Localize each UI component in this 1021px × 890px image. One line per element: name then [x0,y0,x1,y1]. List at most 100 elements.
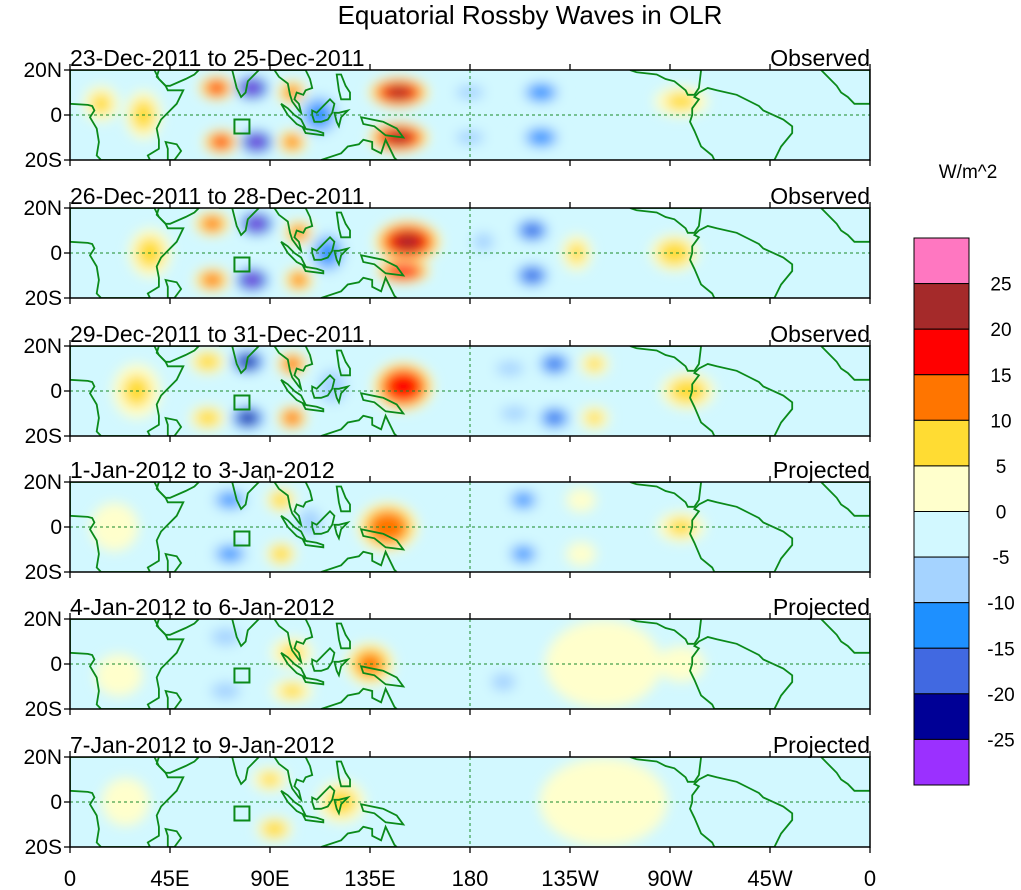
colorbar-label: -15 [987,639,1014,660]
anomaly-contour [386,372,421,401]
coastline [629,70,703,96]
y-tick-label: 0 [50,380,62,403]
x-tick-label: 0 [864,866,876,890]
panel-period: 7-Jan-2012 to 9-Jan-2012 [70,732,335,758]
anomaly-contour [523,224,542,237]
colorbar-label: 10 [990,411,1011,432]
coastline [218,346,261,375]
panel-2: 20N 0 20S 26-Dec-2011 to 28-Dec-2011 Observe… [23,183,871,310]
coastline [819,70,870,105]
coastline [280,790,308,818]
anomaly-contour [566,541,597,567]
anomaly-contour [528,85,554,100]
anomaly-contour [665,92,697,111]
anomaly-contour [270,545,292,563]
colorbar-bin [913,511,970,558]
y-tick-label: 20N [23,335,62,358]
colorbar-label: -25 [987,730,1014,751]
colorbar-bin [913,237,970,285]
x-tick-label: 135W [541,866,599,890]
coastline [819,208,870,243]
coastline [311,98,336,123]
coastline [320,686,399,709]
coastline [311,647,336,672]
island-outline [233,805,251,822]
anomaly-contour [298,508,322,537]
anomaly-contour [201,216,223,231]
coastline [333,520,351,541]
anomaly-contour [210,628,241,646]
coastline [218,70,261,99]
y-tick-label: 20S [25,149,62,172]
coastline [280,515,308,543]
anomaly-contour [585,410,604,426]
anomaly-contour [456,85,484,100]
anomaly-contour [547,413,562,423]
coastline [333,108,351,129]
coastline [320,413,399,436]
coastline [164,689,183,709]
coastline [270,619,314,665]
anomaly-contour [496,361,524,376]
coastline [689,636,794,709]
coastlines [70,346,870,436]
panel-kind: Observed [770,183,870,209]
coastline [270,208,314,254]
coastline [155,619,201,636]
anomaly-contour [219,547,241,561]
coastlines [70,208,870,298]
anomaly-contour [283,410,302,426]
anomaly-contour [250,219,264,229]
coastline [301,814,325,824]
colorbar-bin [913,738,970,786]
island-outline [233,118,251,135]
colorbar-bin [913,419,970,467]
coastline [155,757,201,774]
anomaly-contour [261,820,287,838]
coastline [689,363,794,436]
coastline [629,346,703,372]
coastlines [70,70,870,160]
anomaly-contour [209,83,224,93]
coastline [335,349,351,377]
x-tick-label: 180 [452,866,489,890]
coastline [301,676,325,686]
y-tick-label: 20S [25,698,62,721]
colorbar-label: 15 [990,366,1011,387]
anomaly-contour [368,511,408,543]
coastline [155,346,201,363]
colorbar: W/m^2 25 20 15 10 5 0 -5 -10 -15 -20 -25 [913,162,1015,786]
x-tick-label: 90E [250,866,289,890]
colorbar-label: -5 [993,548,1010,569]
coastlines [70,619,870,709]
anomaly-contour [472,232,494,251]
panel-4: 20N 0 20S 1-Jan-2012 to 3-Jan-2012 Projected [23,457,871,584]
coastline [270,482,314,528]
anomaly-contour [545,619,662,709]
island-outline [233,394,251,411]
island-outline [233,530,251,547]
y-tick-label: 20S [25,425,62,448]
coastline [359,528,406,551]
coastline [819,619,870,654]
anomaly-contour [245,83,259,93]
colorbar-label: 0 [996,503,1007,524]
coastline [359,116,406,139]
panel-period: 29-Dec-2011 to 31-Dec-2011 [70,321,365,347]
coastline [164,140,183,160]
panel-kind: Observed [770,45,870,71]
coastline [311,374,336,399]
coastline [629,482,703,508]
anomaly-contour [491,673,516,691]
panel-period: 4-Jan-2012 to 6-Jan-2012 [70,594,335,620]
y-tick-label: 20N [23,59,62,82]
panel-1: 20N 0 20S 23-Dec-2011 to 25-Dec-2011 Observe… [23,45,871,172]
coastline [819,757,870,792]
coastline [311,785,336,810]
coastline [333,246,351,267]
x-tick-label: 0 [64,866,76,890]
coastline [689,225,794,298]
anomaly-contour [514,493,533,507]
y-tick-label: 0 [50,104,62,127]
panel-5: 20N 0 20S 4-Jan-2012 to 6-Jan-2012 Projected [23,594,871,721]
